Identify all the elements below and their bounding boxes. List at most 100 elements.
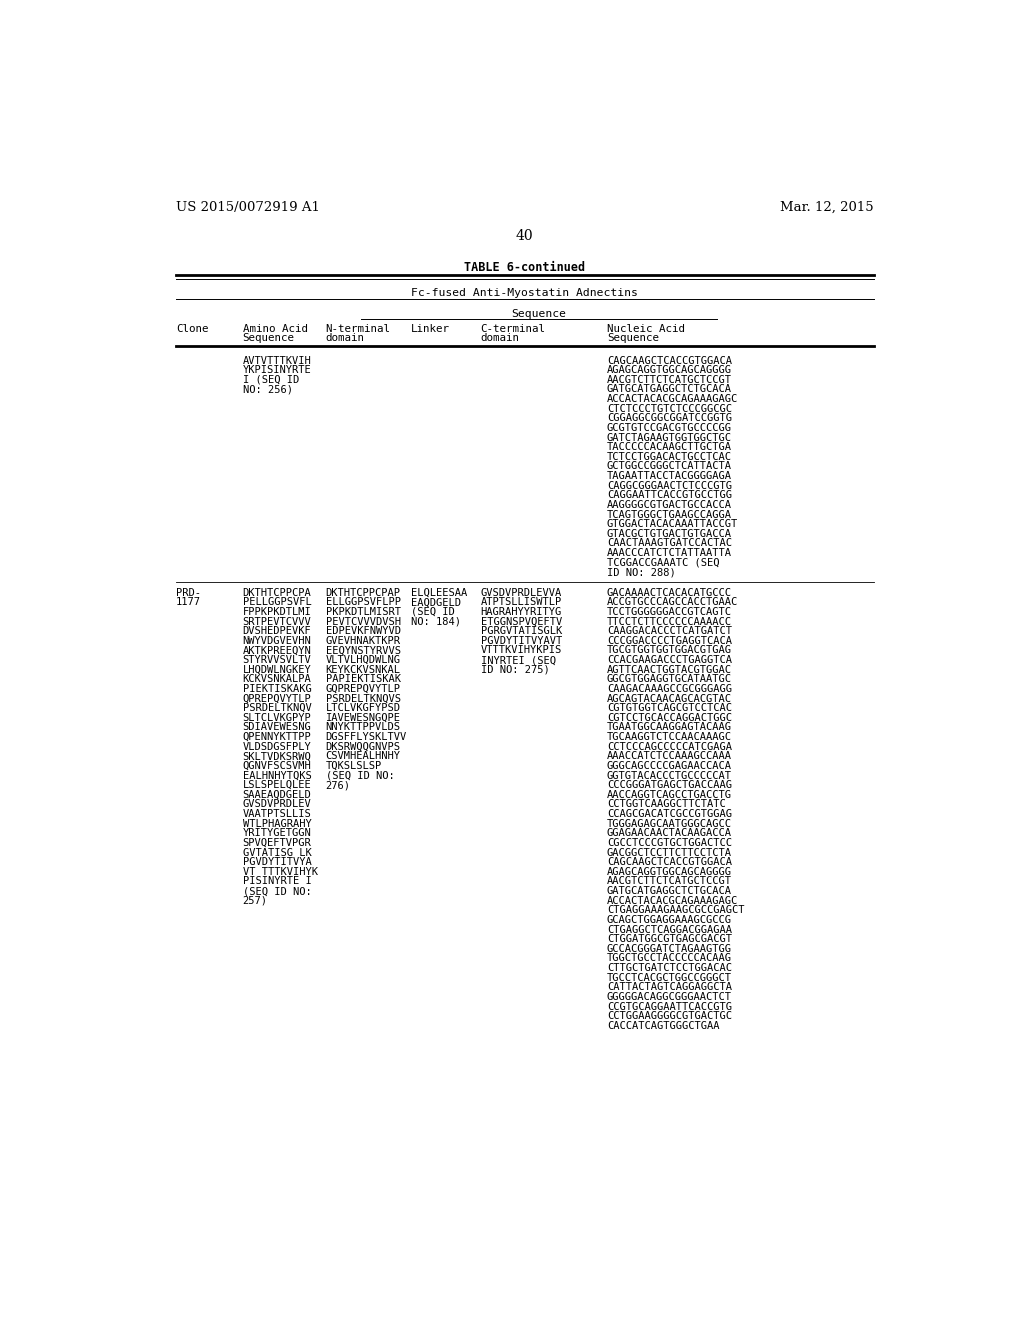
Text: ACCACTACACGCAGAAAGAGC: ACCACTACACGCAGAAAGAGC xyxy=(607,896,738,906)
Text: ELLGGPSVFLPP: ELLGGPSVFLPP xyxy=(326,598,400,607)
Text: EALHNHYTQKS: EALHNHYTQKS xyxy=(243,771,311,780)
Text: CSVMHEALHNHY: CSVMHEALHNHY xyxy=(326,751,400,762)
Text: NO: 256): NO: 256) xyxy=(243,384,293,395)
Text: Clone: Clone xyxy=(176,323,209,334)
Text: CAACTAAAGTGATCCACTAC: CAACTAAAGTGATCCACTAC xyxy=(607,539,732,548)
Text: TCGGACCGAAATC (SEQ: TCGGACCGAAATC (SEQ xyxy=(607,557,720,568)
Text: NWYVDGVEVHN: NWYVDGVEVHN xyxy=(243,636,311,645)
Text: 257): 257) xyxy=(243,896,267,906)
Text: GVSDVPRDLEVVA: GVSDVPRDLEVVA xyxy=(480,587,562,598)
Text: CCCGGACCСCTGAGGTCACA: CCCGGACCСCTGAGGTCACA xyxy=(607,636,732,645)
Text: KEYKCKVSNKAL: KEYKCKVSNKAL xyxy=(326,665,400,675)
Text: AGAGCAGGTGGCAGCAGGGG: AGAGCAGGTGGCAGCAGGGG xyxy=(607,867,732,876)
Text: ATPTSLLISWTLP: ATPTSLLISWTLP xyxy=(480,598,562,607)
Text: GTACGCTGTGACTGTGACCA: GTACGCTGTGACTGTGACCA xyxy=(607,529,732,539)
Text: TAGAATTACCTACGGGGAGA: TAGAATTACCTACGGGGAGA xyxy=(607,471,732,480)
Text: CGCCTCCCGTGCTGGACTCC: CGCCTCCCGTGCTGGACTCC xyxy=(607,838,732,847)
Text: SPVQEFTVPGR: SPVQEFTVPGR xyxy=(243,838,311,847)
Text: NNYKTTPPVLDS: NNYKTTPPVLDS xyxy=(326,722,400,733)
Text: Sequence: Sequence xyxy=(511,309,566,319)
Text: I (SEQ ID: I (SEQ ID xyxy=(243,375,299,384)
Text: TCAGTGGGCTGAAGCCAGGA: TCAGTGGGCTGAAGCCAGGA xyxy=(607,510,732,520)
Text: AAGGGGCGTGACTGCCACCA: AAGGGGCGTGACTGCCACCA xyxy=(607,500,732,510)
Text: domain: domain xyxy=(480,333,519,343)
Text: CCTGGTCAAGGCTTCTATC: CCTGGTCAAGGCTTCTATC xyxy=(607,800,726,809)
Text: TABLE 6-continued: TABLE 6-continued xyxy=(464,261,586,273)
Text: US 2015/0072919 A1: US 2015/0072919 A1 xyxy=(176,201,319,214)
Text: ID NO: 275): ID NO: 275) xyxy=(480,665,549,675)
Text: GATGCATGAGGCTCTGCACA: GATGCATGAGGCTCTGCACA xyxy=(607,384,732,395)
Text: WTLPHAGRAHY: WTLPHAGRAHY xyxy=(243,818,311,829)
Text: CAGGAATTCACCGTGCCTGG: CAGGAATTCACCGTGCCTGG xyxy=(607,490,732,500)
Text: LHQDWLNGKEY: LHQDWLNGKEY xyxy=(243,665,311,675)
Text: DKSRWQQGNVPS: DKSRWQQGNVPS xyxy=(326,742,400,751)
Text: TGGGAGAGCAATGGGCAGCC: TGGGAGAGCAATGGGCAGCC xyxy=(607,818,732,829)
Text: QGNVFSCSVMH: QGNVFSCSVMH xyxy=(243,760,311,771)
Text: AGTTCAACTGGTACGTGGAC: AGTTCAACTGGTACGTGGAC xyxy=(607,665,732,675)
Text: VT TTTKVIHYK: VT TTTKVIHYK xyxy=(243,867,317,876)
Text: GVEVHNAKTKPR: GVEVHNAKTKPR xyxy=(326,636,400,645)
Text: TGAATGGCAAGGAGTACAAG: TGAATGGCAAGGAGTACAAG xyxy=(607,722,732,733)
Text: CAGGCGGGAACTCTCCCGTG: CAGGCGGGAACTCTCCCGTG xyxy=(607,480,732,491)
Text: DVSHEDPEVKF: DVSHEDPEVKF xyxy=(243,626,311,636)
Text: SAAEAQDGELD: SAAEAQDGELD xyxy=(243,789,311,800)
Text: C-terminal: C-terminal xyxy=(480,323,546,334)
Text: ACCACTACACGCAGAAAGAGC: ACCACTACACGCAGAAAGAGC xyxy=(607,395,738,404)
Text: DKTHTCPPCPA: DKTHTCPPCPA xyxy=(243,587,311,598)
Text: TGCAAGGTCTCCAACAAAGC: TGCAAGGTCTCCAACAAAGC xyxy=(607,733,732,742)
Text: ACCGTGCCCAGCCACCTGAAC: ACCGTGCCCAGCCACCTGAAC xyxy=(607,598,738,607)
Text: EEQYNSTYRVVS: EEQYNSTYRVVS xyxy=(326,645,400,656)
Text: EDPEVKFNWYVD: EDPEVKFNWYVD xyxy=(326,626,400,636)
Text: Linker: Linker xyxy=(411,323,450,334)
Text: Amino Acid: Amino Acid xyxy=(243,323,307,334)
Text: GGGCAGCCCCGAGAACCACA: GGGCAGCCCCGAGAACCACA xyxy=(607,760,732,771)
Text: GTGGACTACACAAATTACCGT: GTGGACTACACAAATTACCGT xyxy=(607,519,738,529)
Text: GACGGCTCCTTCTTCCTCTA: GACGGCTCCTTCTTCCTCTA xyxy=(607,847,732,858)
Text: KCKVSNKALPA: KCKVSNKALPA xyxy=(243,675,311,684)
Text: GQPREPQVYTLP: GQPREPQVYTLP xyxy=(326,684,400,694)
Text: HAGRAHYYRITYG: HAGRAHYYRITYG xyxy=(480,607,562,616)
Text: CCTGGAAGGGGCGTGACTGC: CCTGGAAGGGGCGTGACTGC xyxy=(607,1011,732,1022)
Text: CTGGATGGCGTGAGCGACGT: CTGGATGGCGTGAGCGACGT xyxy=(607,935,732,944)
Text: YKPISINYRTE: YKPISINYRTE xyxy=(243,366,311,375)
Text: PIEKTISKAKG: PIEKTISKAKG xyxy=(243,684,311,694)
Text: PISINYRTE I: PISINYRTE I xyxy=(243,876,311,887)
Text: CTCTCCCTGTCTCCCGGCGC: CTCTCCCTGTCTCCCGGCGC xyxy=(607,404,732,413)
Text: VAATPTSLLIS: VAATPTSLLIS xyxy=(243,809,311,818)
Text: TCCTGGGGGGACCGTCAGTC: TCCTGGGGGGACCGTCAGTC xyxy=(607,607,732,616)
Text: 40: 40 xyxy=(516,230,534,243)
Text: 1177: 1177 xyxy=(176,598,201,607)
Text: TTCCTCTTCCCCCСAAAACC: TTCCTCTTCCCCCСAAAACC xyxy=(607,616,732,627)
Text: GACAAAACTCACACATGCCC: GACAAAACTCACACATGCCC xyxy=(607,587,732,598)
Text: Fc-fused Anti-Myostatin Adnectins: Fc-fused Anti-Myostatin Adnectins xyxy=(412,288,638,298)
Text: CCACGAAGACCCTGAGGTCA: CCACGAAGACCCTGAGGTCA xyxy=(607,655,732,665)
Text: GGAGAACAACTACAAGACCA: GGAGAACAACTACAAGACCA xyxy=(607,829,732,838)
Text: CATTACTAGTCAGGAGGCTA: CATTACTAGTCAGGAGGCTA xyxy=(607,982,732,993)
Text: SDIAVEWESNG: SDIAVEWESNG xyxy=(243,722,311,733)
Text: GVSDVPRDLEV: GVSDVPRDLEV xyxy=(243,800,311,809)
Text: Sequence: Sequence xyxy=(607,333,659,343)
Text: PELLGGPSVFL: PELLGGPSVFL xyxy=(243,598,311,607)
Text: CAGCAAGCTCACCGTGGACA: CAGCAAGCTCACCGTGGACA xyxy=(607,857,732,867)
Text: PGVDYTITVYAVT: PGVDYTITVYAVT xyxy=(480,636,562,645)
Text: STYRVVSVLTV: STYRVVSVLTV xyxy=(243,655,311,665)
Text: (SEQ ID NO:: (SEQ ID NO: xyxy=(243,886,311,896)
Text: SKLTVDKSRWQ: SKLTVDKSRWQ xyxy=(243,751,311,762)
Text: CCGTGCAGGAATTCACCGTG: CCGTGCAGGAATTCACCGTG xyxy=(607,1002,732,1011)
Text: CAAGACAAAGCCGCGGGAGG: CAAGACAAAGCCGCGGGAGG xyxy=(607,684,732,694)
Text: PGRGVTATISGLK: PGRGVTATISGLK xyxy=(480,626,562,636)
Text: NO: 184): NO: 184) xyxy=(411,616,461,627)
Text: ELQLEESAA: ELQLEESAA xyxy=(411,587,467,598)
Text: PSRDELTKNQVS: PSRDELTKNQVS xyxy=(326,693,400,704)
Text: ID NO: 288): ID NO: 288) xyxy=(607,568,676,577)
Text: GCCACGGGATCTAGAAGTGG: GCCACGGGATCTAGAAGTGG xyxy=(607,944,732,954)
Text: GCAGCTGGAGGAAAGCGCCG: GCAGCTGGAGGAAAGCGCCG xyxy=(607,915,732,925)
Text: AGCAGTACAACAGCACGTAC: AGCAGTACAACAGCACGTAC xyxy=(607,693,732,704)
Text: SRTPEVTCVVV: SRTPEVTCVVV xyxy=(243,616,311,627)
Text: PRD-: PRD- xyxy=(176,587,201,598)
Text: GCGTGTCCGACGTGCCCCGG: GCGTGTCCGACGTGCCCCGG xyxy=(607,422,732,433)
Text: N-terminal: N-terminal xyxy=(326,323,390,334)
Text: INYRTEI (SEQ: INYRTEI (SEQ xyxy=(480,655,556,665)
Text: VTTTKVIHYKPIS: VTTTKVIHYKPIS xyxy=(480,645,562,656)
Text: AACGTCTTCTCATGCTCCGT: AACGTCTTCTCATGCTCCGT xyxy=(607,375,732,384)
